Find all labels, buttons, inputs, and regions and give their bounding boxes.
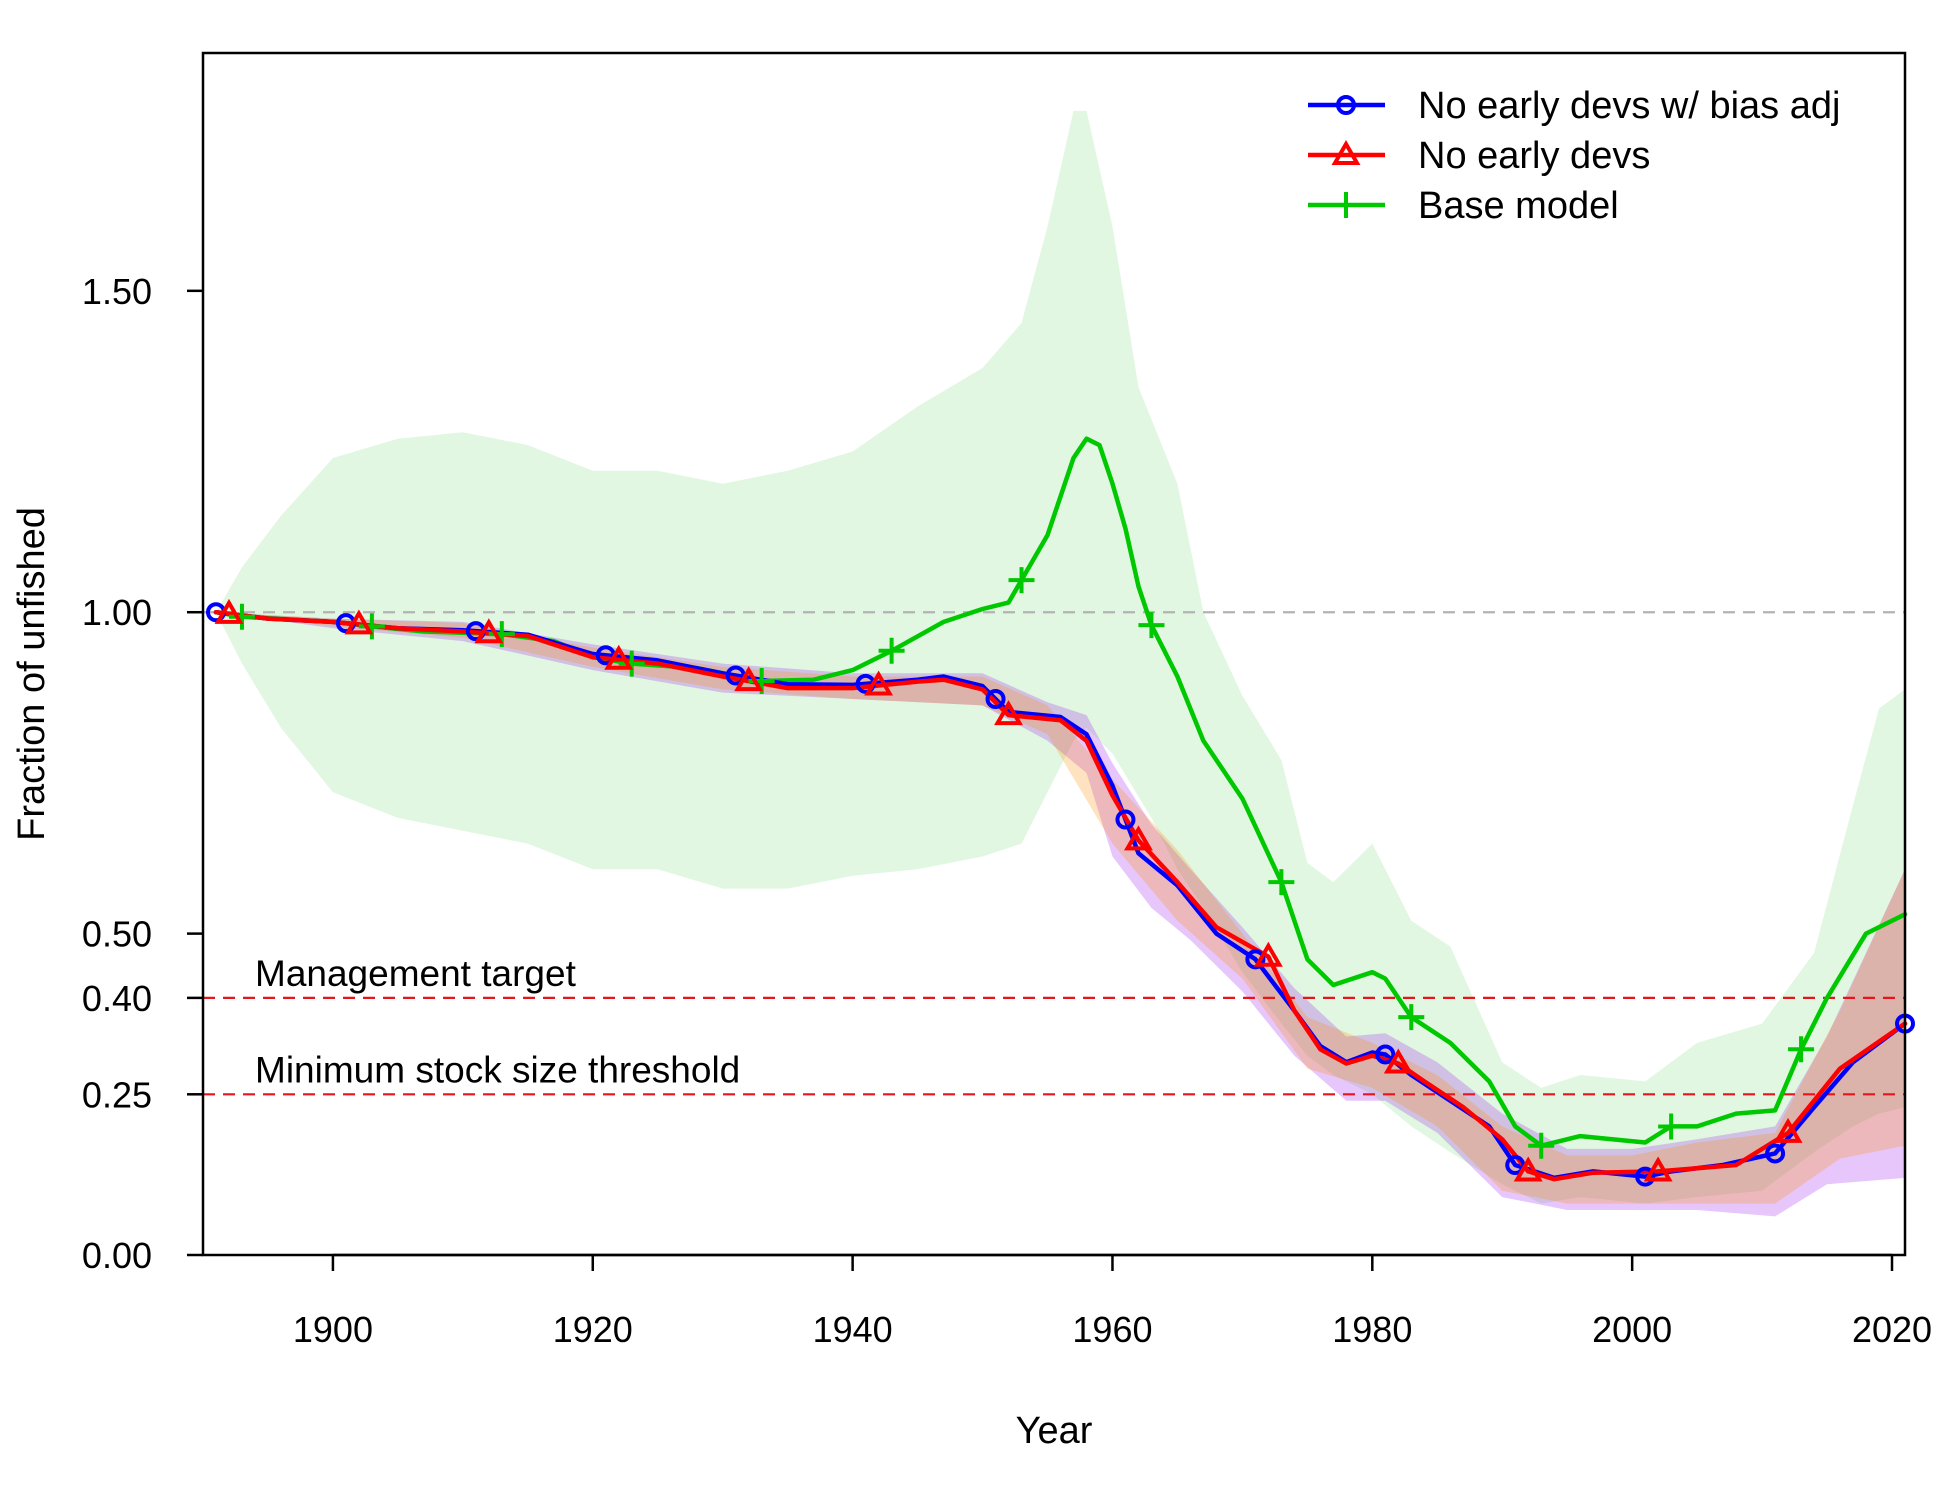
y-tick-label: 1.50 bbox=[82, 271, 152, 312]
marker-circle-0-8 bbox=[1245, 949, 1266, 970]
legend-marker-2 bbox=[1333, 192, 1359, 218]
marker-plus-2-12 bbox=[1788, 1036, 1815, 1063]
uncertainty-bands bbox=[216, 110, 1905, 1217]
band-2 bbox=[216, 110, 1905, 1204]
marker-circle-0-7 bbox=[1115, 809, 1136, 830]
marker-plus-2-5 bbox=[878, 637, 905, 664]
marker-plus-2-3 bbox=[618, 650, 645, 677]
marker-circle-0-6 bbox=[985, 688, 1006, 709]
marker-circle-0-9 bbox=[1375, 1044, 1396, 1065]
marker-plus-2-10 bbox=[1528, 1132, 1555, 1159]
y-tick-label: 0.00 bbox=[82, 1235, 152, 1276]
reference-line-label-1: Management target bbox=[255, 953, 577, 994]
marker-plus-2-11 bbox=[1658, 1113, 1685, 1140]
marker-triangle-1-5 bbox=[864, 670, 894, 696]
x-tick-label: 1920 bbox=[553, 1309, 633, 1350]
y-tick-label: 0.40 bbox=[82, 978, 152, 1019]
y-tick-label: 0.25 bbox=[82, 1074, 152, 1115]
marker-triangle-1-7 bbox=[1123, 825, 1153, 851]
marker-triangle-1-4 bbox=[734, 666, 764, 692]
marker-plus-2-6 bbox=[1008, 567, 1035, 594]
legend-marker-0 bbox=[1336, 95, 1356, 115]
x-tick-label: 2000 bbox=[1592, 1309, 1672, 1350]
marker-triangle-1-9 bbox=[1383, 1048, 1413, 1074]
x-tick-label: 2020 bbox=[1852, 1309, 1932, 1350]
x-tick-label: 1940 bbox=[813, 1309, 893, 1350]
marker-circle-0-10 bbox=[1505, 1155, 1526, 1176]
marker-plus-2-0 bbox=[228, 603, 255, 630]
band-0 bbox=[216, 612, 1905, 1217]
x-tick-label: 1980 bbox=[1332, 1309, 1412, 1350]
marker-circle-0-12 bbox=[1765, 1143, 1786, 1164]
marker-plus-2-8 bbox=[1268, 869, 1295, 896]
series-markers bbox=[205, 567, 1915, 1187]
marker-triangle-1-8 bbox=[1253, 941, 1283, 967]
legend-marker-1 bbox=[1331, 140, 1361, 165]
y-axis: 0.00 0.25 0.40 0.50 1.00 1.50 bbox=[82, 271, 203, 1276]
y-axis-title: Fraction of unfished bbox=[11, 507, 53, 841]
marker-plus-2-9 bbox=[1398, 1004, 1425, 1031]
marker-triangle-1-0 bbox=[214, 598, 244, 624]
marker-triangle-1-3 bbox=[604, 644, 634, 670]
y-tick-label: 1.00 bbox=[82, 592, 152, 633]
marker-circle-0-11 bbox=[1635, 1166, 1656, 1187]
reference-line-label-2: Minimum stock size threshold bbox=[255, 1049, 740, 1090]
marker-triangle-1-11 bbox=[1643, 1156, 1673, 1182]
x-tick-label: 1960 bbox=[1072, 1309, 1152, 1350]
legend-label-0: No early devs w/ bias adj bbox=[1418, 85, 1840, 127]
marker-triangle-1-2 bbox=[474, 618, 504, 644]
legend-label-1: No early devs bbox=[1418, 135, 1650, 177]
marker-triangle-1-12 bbox=[1773, 1117, 1803, 1143]
marker-plus-2-7 bbox=[1138, 612, 1165, 639]
legend-label-2: Base model bbox=[1418, 185, 1619, 227]
x-axis-title: Year bbox=[1016, 1410, 1093, 1452]
marker-triangle-1-6 bbox=[994, 700, 1023, 726]
marker-triangle-1-1 bbox=[344, 609, 374, 635]
x-tick-label: 1900 bbox=[293, 1309, 373, 1350]
marker-plus-2-1 bbox=[358, 613, 385, 640]
marker-triangle-1-10 bbox=[1513, 1156, 1543, 1182]
legend: No early devs w/ bias adj No early devs Ba… bbox=[1308, 85, 1840, 227]
band-1 bbox=[216, 612, 1905, 1204]
x-axis: 1900 1920 1940 1960 1980 2000 2020 bbox=[293, 1253, 1932, 1350]
y-tick-label: 0.50 bbox=[82, 914, 152, 955]
reference-lines: Management target Minimum stock size thre… bbox=[203, 611, 1905, 1096]
